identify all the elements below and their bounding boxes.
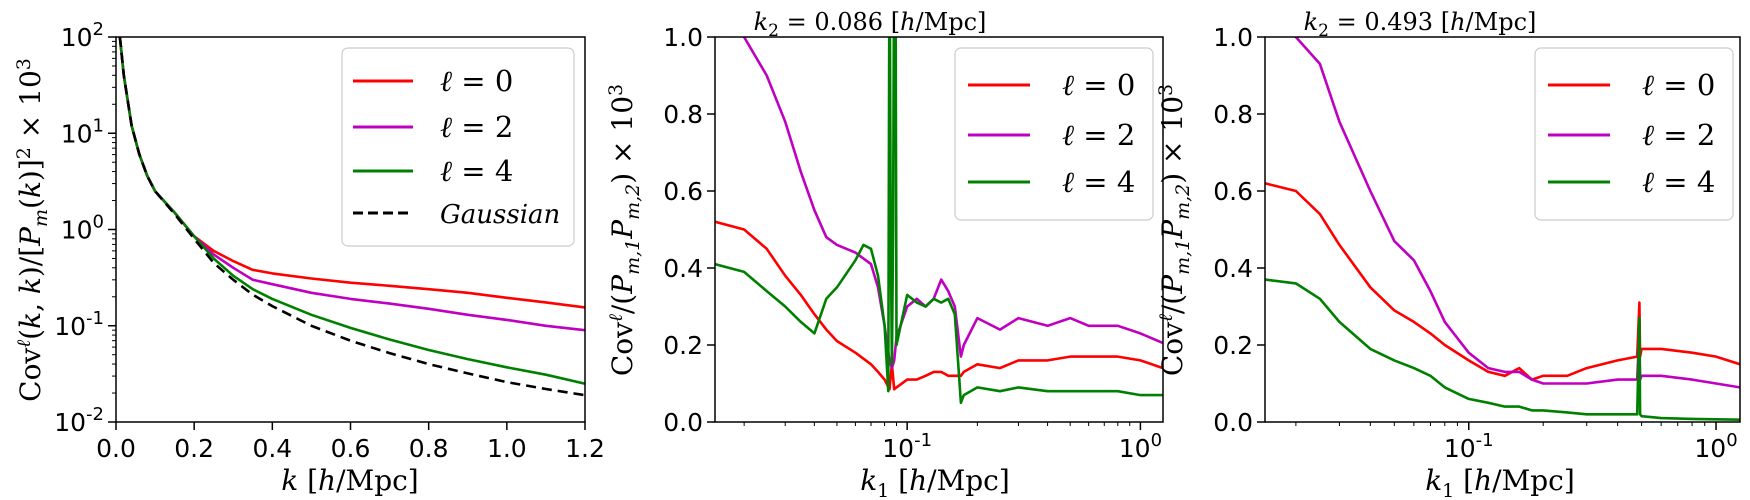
y-tick-label: 0.0	[663, 408, 703, 437]
legend-p1-gaussian: Gaussian	[440, 200, 560, 230]
y-tick-label: 100	[61, 212, 104, 245]
x-tick-label: 1.0	[487, 434, 527, 463]
panel-3-ticks: 10-1 100 0.0 0.2 0.4 0.6 0.8 1.0	[1213, 23, 1737, 463]
legend-p3-l4: ℓ = 4	[1642, 165, 1715, 199]
y-tick-label: 0.4	[663, 254, 703, 283]
panel-2: k2 = 0.086 [h/Mpc] 10-1 100 0.0 0.2 0.4 0.6 0.…	[605, 8, 1164, 500]
y-tick-label: 0.2	[663, 331, 703, 360]
x-tick-label: 100	[1694, 430, 1737, 463]
y-tick-label: 0.8	[1213, 100, 1253, 129]
panel-1-series-gaussian	[118, 37, 585, 397]
y-tick-label: 1.0	[663, 23, 703, 52]
panel-2-series-2	[742, 37, 1163, 370]
panel-2-legend: ℓ = 0 ℓ = 2 ℓ = 4	[954, 47, 1154, 221]
legend-p3-l2: ℓ = 2	[1642, 118, 1715, 152]
panel-3-series-2	[1294, 37, 1740, 389]
legend-p1-l2: ℓ = 2	[440, 110, 513, 144]
panel-2-series-4	[715, 37, 1163, 405]
svg-text:Covℓ/(Pm,1Pm,2) × 103: Covℓ/(Pm,1Pm,2) × 103	[1155, 84, 1194, 376]
y-tick-label: 0.6	[663, 177, 703, 206]
panel-3-series-0	[1265, 182, 1740, 381]
y-tick-label: 1.0	[1213, 23, 1253, 52]
panel-3-series-4	[1265, 278, 1740, 421]
panel-3-ylabel: Covℓ/(Pm,1Pm,2) × 103	[1155, 84, 1194, 376]
panel-3-title: k2 = 0.493 [h/Mpc]	[1304, 8, 1537, 41]
panel-2-title: k2 = 0.086 [h/Mpc]	[754, 8, 987, 41]
x-tick-label: 0.8	[409, 434, 449, 463]
panel-1-xlabel: k [h/Mpc]	[281, 464, 418, 497]
y-tick-label: 0.0	[1213, 408, 1253, 437]
x-tick-label: 0.2	[174, 434, 214, 463]
panel-3-frame	[1264, 36, 1741, 423]
y-tick-label: 0.8	[663, 100, 703, 129]
legend-p3-l0: ℓ = 0	[1642, 68, 1715, 102]
panel-1-ticks: 0.0 0.2 0.4 0.6 0.8 1.0 1.2 10-2 10-1 100 101 102	[54, 19, 605, 463]
panel-2-xlabel: k1 [h/Mpc]	[860, 464, 1010, 500]
legend-p1-l4: ℓ = 4	[440, 154, 513, 188]
panel-3-xlabel: k1 [h/Mpc]	[1425, 464, 1575, 500]
panel-2-series	[715, 37, 1163, 405]
panel-2-frame	[714, 36, 1164, 423]
y-tick-label: 0.6	[1213, 177, 1253, 206]
legend-p2-l0: ℓ = 0	[1062, 68, 1135, 102]
legend-p2-l2: ℓ = 2	[1062, 118, 1135, 152]
x-tick-label: 10-1	[882, 430, 932, 463]
y-tick-label: 10-2	[54, 404, 104, 437]
legend-p2-l4: ℓ = 4	[1062, 165, 1135, 199]
x-tick-label: 0.4	[252, 434, 292, 463]
svg-text:Covℓ(k, k)/[Pm(k)]2 × 103: Covℓ(k, k)/[Pm(k)]2 × 103	[13, 58, 52, 402]
x-tick-label: 0.6	[331, 434, 371, 463]
panel-1-series-4	[118, 37, 585, 385]
panel-2-ticks: 10-1 100 0.0 0.2 0.4 0.6 0.8 1.0	[663, 23, 1162, 463]
y-tick-label: 0.2	[1213, 331, 1253, 360]
y-tick-label: 102	[61, 19, 104, 52]
panel-1: 0.0 0.2 0.4 0.6 0.8 1.0 1.2 10-2 10-1 100 101 102 k…	[13, 19, 605, 497]
panel-3: k2 = 0.493 [h/Mpc] 10-1 100 0.0 0.2 0.4 0.6 0.…	[1155, 8, 1741, 500]
panel-2-ylabel: Covℓ/(Pm,1Pm,2) × 103	[605, 84, 644, 376]
svg-text:Covℓ/(Pm,1Pm,2) × 103: Covℓ/(Pm,1Pm,2) × 103	[605, 84, 644, 376]
svg-text:k [h/Mpc]: k [h/Mpc]	[281, 464, 418, 497]
panel-1-ylabel: Covℓ(k, k)/[Pm(k)]2 × 103	[13, 58, 52, 402]
x-tick-label: 1.2	[565, 434, 605, 463]
y-tick-label: 101	[61, 115, 104, 148]
x-tick-label: 10-1	[1444, 430, 1494, 463]
x-tick-label: 0.0	[96, 434, 136, 463]
panel-2-series-0	[715, 220, 1163, 391]
x-tick-label: 100	[1119, 430, 1162, 463]
y-tick-label: 10-1	[54, 308, 104, 341]
panel-3-legend: ℓ = 0 ℓ = 2 ℓ = 4	[1534, 47, 1734, 221]
svg-text:k1 [h/Mpc]: k1 [h/Mpc]	[860, 464, 1010, 500]
svg-text:k1 [h/Mpc]: k1 [h/Mpc]	[1425, 464, 1575, 500]
y-tick-label: 0.4	[1213, 254, 1253, 283]
panel-3-series	[1265, 37, 1740, 421]
panel-1-series	[118, 37, 585, 397]
panel-1-legend: ℓ = 0 ℓ = 2 ℓ = 4 Gaussian	[341, 47, 575, 247]
legend-p1-l0: ℓ = 0	[440, 64, 513, 98]
